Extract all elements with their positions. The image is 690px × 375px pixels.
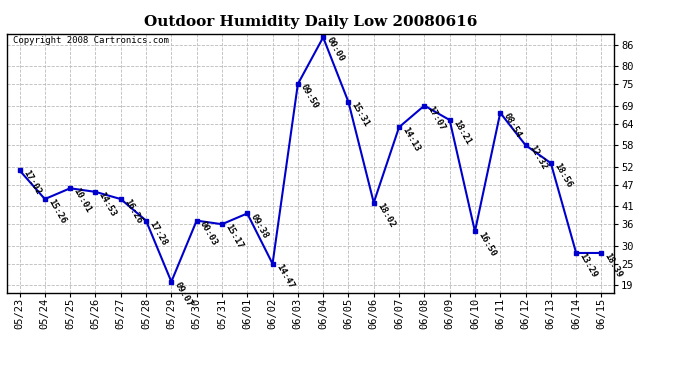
Text: 15:26: 15:26 <box>46 198 68 225</box>
Text: Outdoor Humidity Daily Low 20080616: Outdoor Humidity Daily Low 20080616 <box>144 15 477 29</box>
Text: 17:28: 17:28 <box>148 219 168 247</box>
Text: 16:26: 16:26 <box>122 198 144 225</box>
Text: 14:53: 14:53 <box>97 190 118 218</box>
Text: 17:02: 17:02 <box>21 169 42 197</box>
Text: 14:13: 14:13 <box>400 126 422 154</box>
Text: 18:02: 18:02 <box>375 201 396 229</box>
Text: 14:47: 14:47 <box>274 262 295 290</box>
Text: 18:39: 18:39 <box>603 252 624 279</box>
Text: 18:56: 18:56 <box>552 162 573 189</box>
Text: 09:38: 09:38 <box>248 212 270 240</box>
Text: 00:03: 00:03 <box>198 219 219 247</box>
Text: 10:01: 10:01 <box>72 187 92 214</box>
Text: 12:32: 12:32 <box>527 144 548 171</box>
Text: Copyright 2008 Cartronics.com: Copyright 2008 Cartronics.com <box>13 36 169 45</box>
Text: 08:54: 08:54 <box>502 111 523 139</box>
Text: 13:29: 13:29 <box>578 252 599 279</box>
Text: 09:07: 09:07 <box>172 280 194 308</box>
Text: 16:50: 16:50 <box>476 230 497 258</box>
Text: 09:50: 09:50 <box>299 82 320 111</box>
Text: 15:31: 15:31 <box>350 100 371 128</box>
Text: 15:17: 15:17 <box>224 223 244 251</box>
Text: 00:00: 00:00 <box>324 36 346 64</box>
Text: 18:21: 18:21 <box>451 118 472 146</box>
Text: 17:07: 17:07 <box>426 104 447 132</box>
